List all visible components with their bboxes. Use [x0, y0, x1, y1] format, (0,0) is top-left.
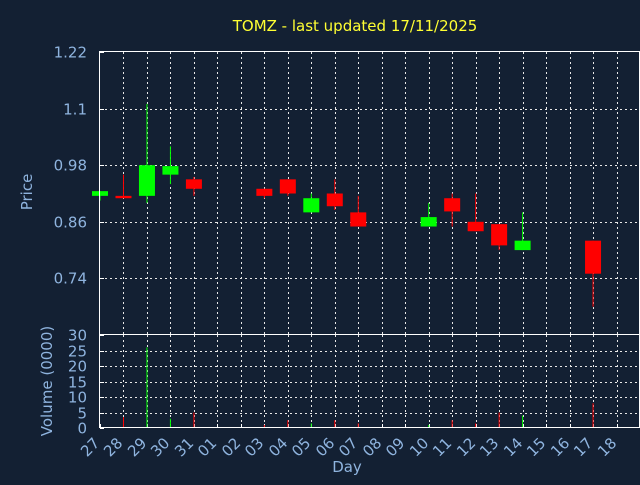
- x-tick-label: 28: [100, 434, 126, 460]
- candle-body: [444, 198, 461, 212]
- candle-body: [585, 240, 602, 274]
- candle-body: [467, 221, 484, 232]
- price-gridlines: [100, 52, 640, 335]
- candle-body: [162, 166, 179, 175]
- x-tick-label: 15: [523, 434, 549, 460]
- candles: [92, 103, 602, 307]
- volume-tick-label: 15: [68, 374, 87, 392]
- x-tick-label: 18: [594, 434, 620, 460]
- x-tick-label: 11: [429, 434, 455, 460]
- x-tick-label: 01: [194, 434, 220, 460]
- candle-body: [420, 217, 437, 227]
- candle-body: [303, 198, 320, 213]
- price-tick-label: 0.86: [54, 214, 87, 232]
- candle-body: [256, 188, 273, 196]
- volume-gridlines: [100, 335, 640, 428]
- price-panel-frame: [99, 51, 640, 335]
- volume-tick-label: 5: [77, 405, 87, 423]
- x-tick-label: 30: [147, 434, 173, 460]
- candle-03: [256, 188, 273, 199]
- price-tick-label: 0.74: [54, 270, 87, 288]
- candle-05: [303, 193, 320, 213]
- candle-body: [115, 195, 132, 199]
- candle-body: [185, 179, 202, 189]
- candle-11: [444, 193, 461, 227]
- volume-tick-label: 0: [77, 420, 87, 438]
- candle-31: [185, 176, 202, 196]
- x-tick-label: 13: [476, 434, 502, 460]
- x-tick-label: 17: [570, 434, 596, 460]
- volume-axis-label: Volume (0000): [38, 326, 56, 436]
- candle-body: [491, 224, 508, 246]
- x-tick-label: 05: [288, 434, 314, 460]
- candle-07: [350, 195, 367, 227]
- candle-body: [350, 212, 367, 227]
- x-axis-label: Day: [332, 458, 362, 476]
- volume-tick-label: 10: [68, 389, 87, 407]
- volume-tick-label: 30: [68, 327, 87, 345]
- candle-04: [279, 179, 296, 196]
- candle-13: [491, 224, 508, 251]
- candle-29: [138, 103, 155, 203]
- x-tick-label: 03: [241, 434, 267, 460]
- candle-body: [138, 165, 155, 196]
- candle-12: [467, 193, 484, 232]
- price-tick-label: 1.22: [54, 44, 87, 62]
- candle-28: [115, 174, 132, 199]
- x-tick-label: 07: [335, 434, 361, 460]
- candle-10: [420, 202, 437, 227]
- candle-body: [326, 193, 343, 207]
- candle-17: [585, 240, 602, 307]
- candle-30: [162, 146, 179, 185]
- chart-title: TOMZ - last updated 17/11/2025: [232, 17, 478, 35]
- volume-tick-label: 20: [68, 358, 87, 376]
- x-tick-label: 09: [382, 434, 408, 460]
- candle-body: [514, 240, 531, 251]
- candle-14: [514, 212, 531, 251]
- x-axis-ticks: 2728293031010203040506070809101112131415…: [77, 424, 620, 460]
- candle-body: [279, 179, 296, 194]
- volume-bars: [99, 347, 594, 428]
- volume-tick-label: 25: [68, 343, 87, 361]
- candle-06: [326, 179, 343, 211]
- price-axis-label: Price: [18, 174, 36, 211]
- price-tick-label: 1.1: [63, 101, 87, 119]
- price-y-ticks: 1.22 1.1 0.98 0.86 0.74: [54, 44, 104, 288]
- price-tick-label: 0.98: [54, 157, 87, 175]
